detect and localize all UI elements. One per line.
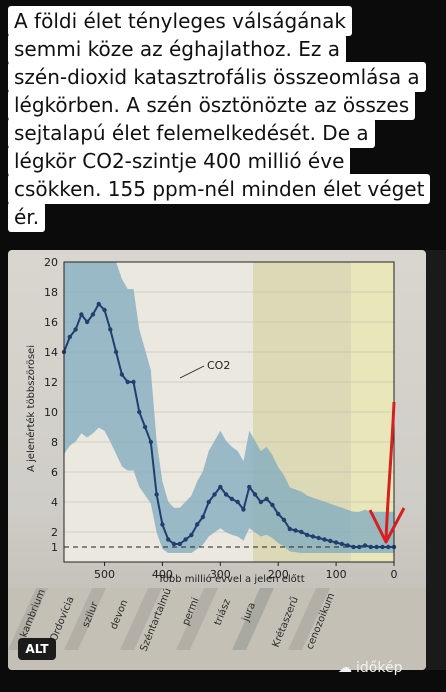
co2-data-point xyxy=(276,511,281,517)
caption-line-2: semmi köze az éghajlathoz. Ez a xyxy=(8,34,346,64)
co2-data-point xyxy=(108,327,113,332)
co2-data-point xyxy=(310,534,316,539)
caption-line-3: szén-dioxid katasztrofális összeomlása a xyxy=(8,62,426,92)
x-tick-label: 100 xyxy=(326,568,347,581)
co2-data-point xyxy=(247,484,252,490)
caption-line-6: légkör CO2-szintje 400 millió éve xyxy=(8,146,351,176)
period-strip: kambrium Ordovícia szilur devon Széntart… xyxy=(8,586,426,670)
y-tick-label: 20 xyxy=(44,256,58,269)
co2-data-point xyxy=(90,312,96,317)
co2-data-point xyxy=(368,544,374,550)
co2-data-point xyxy=(229,496,235,502)
co2-data-point xyxy=(171,541,177,547)
co2-data-point xyxy=(183,537,188,542)
co2-data-point xyxy=(131,379,136,385)
caption-line-4: légkörben. A szén ösztönözte az összes xyxy=(8,90,416,120)
co2-data-point xyxy=(125,379,130,385)
co2-data-point xyxy=(333,540,339,545)
co2-data-point xyxy=(102,307,107,313)
co2-data-point xyxy=(258,499,264,505)
co2-data-point xyxy=(299,529,304,535)
co2-data-point xyxy=(362,543,368,548)
co2-data-point xyxy=(264,496,269,502)
co2-data-point xyxy=(73,327,78,332)
y-tick-label: 14 xyxy=(44,346,58,359)
y-tick-label: 18 xyxy=(44,286,58,299)
cloud-icon: ☁ xyxy=(338,660,352,676)
co2-data-point xyxy=(287,526,292,532)
co2-points xyxy=(61,301,397,550)
co2-data-point xyxy=(194,522,200,527)
co2-data-point xyxy=(148,439,154,445)
co2-series-line xyxy=(63,302,394,548)
co2-data-point xyxy=(212,492,217,497)
co2-data-point xyxy=(160,522,165,527)
co2-data-point xyxy=(166,537,171,542)
y-tick-label: 4 xyxy=(51,496,58,509)
co2-data-point xyxy=(252,492,258,497)
co2-data-point xyxy=(304,532,310,538)
co2-data-point xyxy=(241,507,246,512)
alt-text-button[interactable]: ALT xyxy=(18,638,56,660)
co2-data-point xyxy=(206,499,211,505)
x-axis-title: Több millió évvel a jelen előtt xyxy=(157,573,305,585)
co2-data-point xyxy=(142,424,148,430)
co2-data-point xyxy=(119,372,125,377)
brand-watermark: időkép xyxy=(356,660,403,676)
co2-data-point xyxy=(386,544,391,550)
co2-data-point xyxy=(380,544,385,550)
caption-line-1: A földi élet tényleges válságának xyxy=(8,6,352,36)
y-tick-label: 8 xyxy=(51,436,58,449)
chart-photo[interactable]: 1 2 4 6 8 10 12 14 16 18 20 500 400 300 200 100 0 CO2 A… xyxy=(8,250,426,670)
co2-series-label: CO2 xyxy=(207,359,230,372)
x-tick-label: 300 xyxy=(210,568,231,581)
co2-data-point xyxy=(374,544,379,550)
y-tick-label: 12 xyxy=(44,376,58,389)
caption-line-8: ér. xyxy=(8,202,46,232)
co2-data-point xyxy=(200,514,206,520)
red-arrow-annotation xyxy=(368,401,406,544)
co2-data-point xyxy=(189,532,194,538)
co2-data-point xyxy=(223,492,229,497)
y-tick-label: 16 xyxy=(44,316,58,329)
co2-data-point xyxy=(235,499,240,505)
y-tick-label: 2 xyxy=(51,526,58,539)
co2-data-point xyxy=(96,301,101,307)
x-axis-ticks: 500 400 300 200 100 0 xyxy=(94,562,398,581)
y-tick-label: 1 xyxy=(51,541,58,554)
y-tick-label: 6 xyxy=(51,466,58,479)
co2-data-point xyxy=(339,541,345,547)
co2-data-point xyxy=(293,528,298,533)
co2-data-point xyxy=(322,537,327,542)
co2-label-leader xyxy=(179,365,205,379)
x-tick-label: 200 xyxy=(268,568,289,581)
x-tick-label: 500 xyxy=(94,568,115,581)
co2-data-point xyxy=(345,543,350,548)
caption-line-7: csökken. 155 ppm-nél minden élet véget xyxy=(8,174,431,204)
x-tick-label: 400 xyxy=(152,568,173,581)
co2-data-point xyxy=(316,535,321,541)
co2-data-point xyxy=(67,334,72,340)
co2-data-point xyxy=(137,409,142,415)
uncertainty-band xyxy=(64,262,394,553)
co2-data-point xyxy=(218,484,223,490)
x-tick-label: 0 xyxy=(391,568,398,581)
co2-data-point xyxy=(177,541,182,547)
co2-data-point xyxy=(270,502,275,508)
caption-line-5: sejtalapú élet felemelkedését. De a xyxy=(8,118,375,148)
co2-data-point xyxy=(281,517,287,523)
co2-data-point xyxy=(113,349,119,355)
y-tick-label: 10 xyxy=(44,406,58,419)
co2-data-point xyxy=(84,319,90,325)
co2-data-point xyxy=(79,312,84,317)
y-axis-title: A jelenérték többszörösei xyxy=(25,345,37,472)
co2-data-point xyxy=(357,544,362,550)
adjacent-page-edge xyxy=(426,250,446,670)
co2-data-point xyxy=(154,492,159,497)
co2-data-point xyxy=(328,538,333,544)
co2-data-point xyxy=(351,544,356,550)
